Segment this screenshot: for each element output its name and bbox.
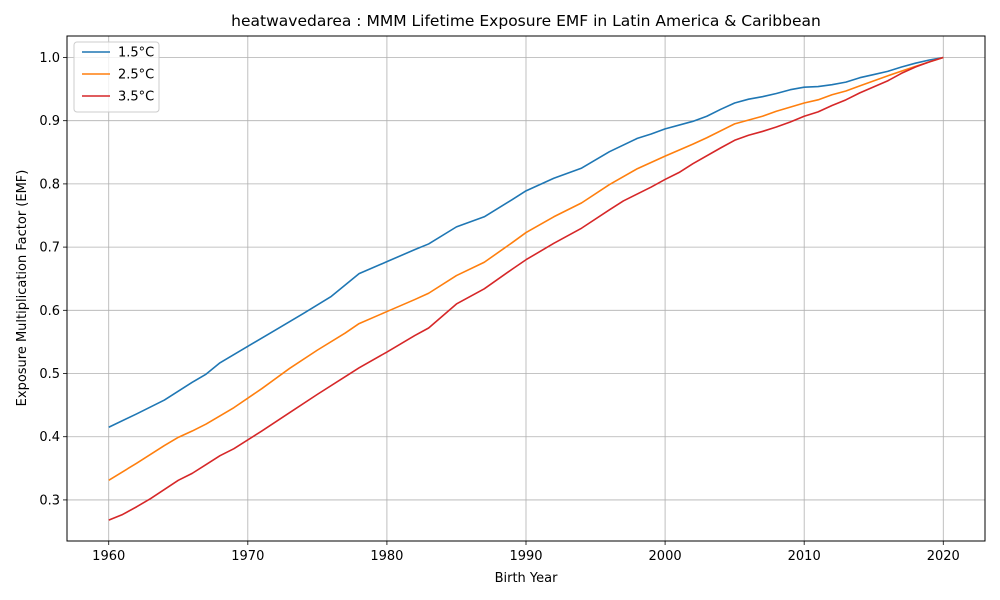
series-lines xyxy=(108,56,944,521)
x-tick-label: 1960 xyxy=(92,549,125,564)
y-tick-label: 0.5 xyxy=(39,367,60,382)
y-tick-label: 0.9 xyxy=(39,114,60,129)
legend-label: 3.5°C xyxy=(118,90,154,105)
x-tick-label: 1980 xyxy=(370,549,403,564)
legend: 1.5°C 2.5°C 3.5°C xyxy=(73,41,160,113)
x-tick-label: 1970 xyxy=(231,549,264,564)
chart-title: heatwavedarea : MMM Lifetime Exposure EM… xyxy=(231,12,821,30)
y-tick-label: 0.3 xyxy=(39,493,60,508)
x-axis-label: Birth Year xyxy=(495,571,559,586)
y-tick-label: 0.7 xyxy=(39,241,60,256)
series-line-3 xyxy=(108,56,944,521)
y-tick-label: 0.6 xyxy=(39,304,60,319)
y-tick-label: 0.4 xyxy=(39,430,60,445)
legend-box xyxy=(73,41,160,113)
legend-label: 2.5°C xyxy=(118,68,154,83)
grid xyxy=(67,36,985,541)
legend-label: 1.5°C xyxy=(118,46,154,61)
y-axis-label: Exposure Multiplication Factor (EMF) xyxy=(15,170,30,407)
x-tick-label: 2020 xyxy=(927,549,960,564)
x-tick-label: 2000 xyxy=(649,549,682,564)
plot-frame xyxy=(66,35,986,542)
x-tick-label: 2010 xyxy=(788,549,821,564)
series-line-1 xyxy=(108,56,944,428)
y-tick-label: 1.0 xyxy=(39,51,60,66)
y-tick-label: 0.8 xyxy=(39,177,60,192)
x-tick-label: 1990 xyxy=(509,549,542,564)
series-line-2 xyxy=(108,56,944,482)
axis-ticks: 1960 1970 1980 1990 2000 2010 2020 0.3 0.4 0.5 0.6… xyxy=(39,51,960,564)
